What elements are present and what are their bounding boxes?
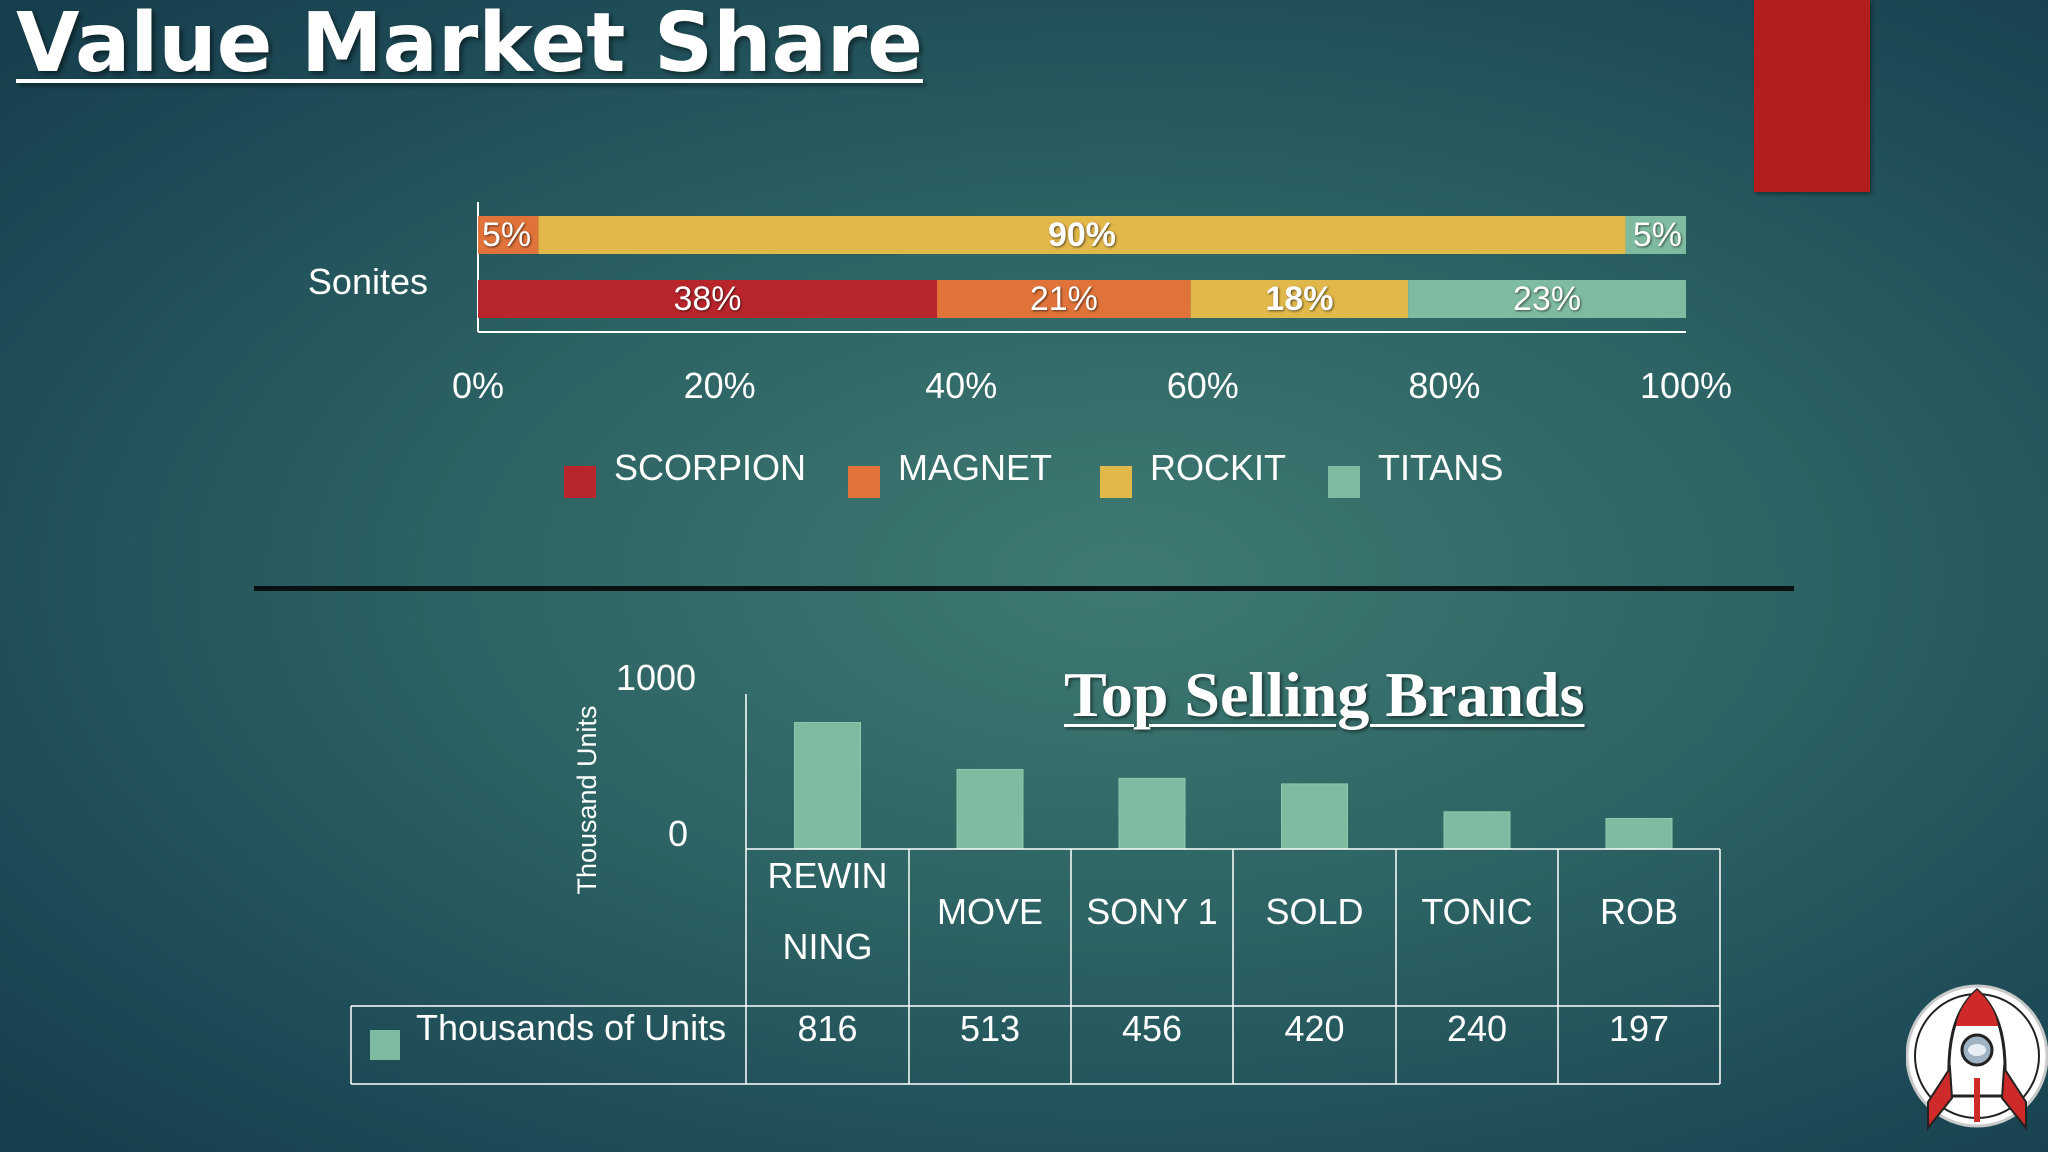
x-tick-label: 40% bbox=[925, 365, 997, 406]
table-value: 240 bbox=[1447, 1008, 1507, 1049]
legend-swatch-titans bbox=[1328, 466, 1360, 498]
table-value: 816 bbox=[797, 1008, 857, 1049]
legend-label: MAGNET bbox=[898, 447, 1052, 488]
bar-segment-magnet bbox=[937, 280, 1191, 318]
bar-segment-magnet bbox=[478, 216, 539, 254]
legend-label: ROCKIT bbox=[1150, 447, 1286, 488]
section-divider bbox=[254, 586, 1794, 591]
bar-rewin-ning bbox=[794, 722, 861, 850]
legend-label: SCORPION bbox=[614, 447, 806, 488]
table-value: 197 bbox=[1609, 1008, 1669, 1049]
data-label: 18% bbox=[1265, 280, 1333, 318]
table-category-label: MOVE bbox=[937, 891, 1043, 932]
bar-segment-rockit bbox=[538, 216, 1626, 254]
bar-sold bbox=[1281, 783, 1348, 850]
bar-segment-titans bbox=[1408, 280, 1686, 318]
x-tick-label: 20% bbox=[684, 365, 756, 406]
x-tick-label: 80% bbox=[1408, 365, 1480, 406]
y-tick-label: 0 bbox=[668, 813, 688, 854]
x-tick-label: 60% bbox=[1167, 365, 1239, 406]
bar-segment-scorpion bbox=[478, 280, 938, 318]
bar-segment-titans bbox=[1625, 216, 1686, 254]
bar-tonic bbox=[1443, 811, 1511, 850]
table-category-label: SONY 1 bbox=[1086, 891, 1217, 932]
data-label: 38% bbox=[673, 280, 741, 318]
bar-segment-rockit bbox=[1190, 280, 1409, 318]
table-category-label: TONIC bbox=[1421, 891, 1532, 932]
data-label: 5% bbox=[482, 216, 531, 254]
legend-swatch-scorpion bbox=[564, 466, 596, 498]
data-label: 21% bbox=[1030, 280, 1098, 318]
y-tick-label: 1000 bbox=[616, 657, 696, 698]
legend-swatch-rockit bbox=[1100, 466, 1132, 498]
top-brands-title: Top Selling Brands bbox=[1064, 659, 1585, 730]
table-category-label: ROB bbox=[1600, 891, 1678, 932]
category-label: Sonites bbox=[308, 261, 428, 302]
table-series-label: Thousands of Units bbox=[416, 1007, 726, 1048]
data-label: 23% bbox=[1513, 280, 1581, 318]
market-share-chart: 5% 90% 5% 38% 21% 18% 23% Sonites 0% 20% 40% 60% 80%… bbox=[308, 202, 1732, 498]
table-value: 420 bbox=[1284, 1008, 1344, 1049]
x-tick-label: 0% bbox=[452, 365, 504, 406]
table-value: 456 bbox=[1122, 1008, 1182, 1049]
table-value: 513 bbox=[960, 1008, 1020, 1049]
data-label: 5% bbox=[1633, 216, 1682, 254]
table-legend-swatch bbox=[370, 1030, 400, 1060]
y-axis-label: Thousand Units bbox=[572, 705, 602, 894]
table-category-label: REWIN bbox=[768, 855, 888, 896]
x-tick-label: 100% bbox=[1640, 365, 1732, 406]
table-category-label: NING bbox=[783, 926, 873, 967]
bar-move bbox=[956, 768, 1024, 850]
legend-swatch-magnet bbox=[848, 466, 880, 498]
page-title: Value Market Share bbox=[16, 0, 923, 91]
bar-rob bbox=[1605, 817, 1673, 850]
bar-sony-1 bbox=[1118, 777, 1186, 850]
data-label: 90% bbox=[1048, 216, 1116, 254]
top-brands-chart: 1000 0 Thousand Units REWIN NING 816 MOVE 513 SO… bbox=[350, 657, 1721, 1085]
table-category-label: SOLD bbox=[1265, 891, 1363, 932]
red-accent-rectangle bbox=[1754, 0, 1870, 192]
legend-label: TITANS bbox=[1378, 447, 1503, 488]
rocket-logo-icon bbox=[1906, 984, 2048, 1131]
